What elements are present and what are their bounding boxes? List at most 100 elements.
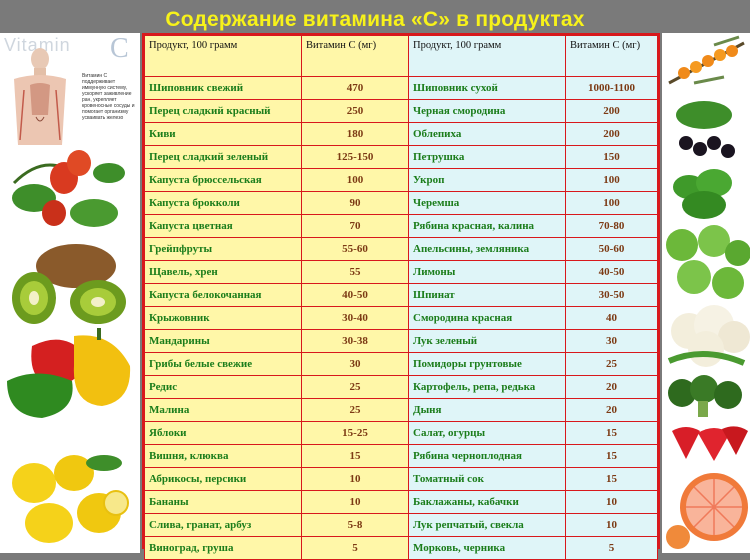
vitamin-right-cell: 10 <box>565 490 658 514</box>
table-row: Киви 180 Облепиха 200 <box>144 122 658 146</box>
black-currant-image <box>676 101 735 158</box>
vitamin-right-cell: 20 <box>565 375 658 399</box>
product-left-cell: Грейпфруты <box>144 237 302 261</box>
product-right-cell: Рябина красная, калина <box>408 214 566 238</box>
product-left-cell: Крыжовник <box>144 306 302 330</box>
vitamin-left-cell: 30-40 <box>301 306 409 330</box>
product-left-cell: Шиповник свежий <box>144 76 302 100</box>
table-row: Виноград, груша 5 Морковь, черника 5 <box>144 536 658 560</box>
table-row: Перец сладкий зеленый 125-150 Петрушка 150 <box>144 145 658 169</box>
vitamin-left-cell: 250 <box>301 99 409 123</box>
product-right-cell: Черемша <box>408 191 566 215</box>
vitamin-right-cell: 25 <box>565 352 658 376</box>
product-left-cell: Бананы <box>144 490 302 514</box>
vitamin-left-cell: 10 <box>301 467 409 491</box>
vitamin-left-cell: 25 <box>301 375 409 399</box>
lemons-image <box>12 455 129 543</box>
parsley-image <box>673 169 732 219</box>
broccoli-image <box>668 375 742 417</box>
brussels-sprouts-image <box>666 225 750 299</box>
table-row: Грейпфруты 55-60 Апельсины, земляника 50-60 <box>144 237 658 261</box>
product-left-cell: Капуста цветная <box>144 214 302 238</box>
vitamin-right-cell: 1000-1100 <box>565 76 658 100</box>
product-left-cell: Малина <box>144 398 302 422</box>
strawberry-image <box>672 426 748 461</box>
table-row: Слива, гранат, арбуз 5-8 Лук репчатый, све… <box>144 513 658 537</box>
vitamin-left-cell: 15-25 <box>301 421 409 445</box>
product-left-cell: Грибы белые свежие <box>144 352 302 376</box>
sea-buckthorn-image <box>668 35 745 85</box>
product-right-cell: Морковь, черника <box>408 536 566 560</box>
header-vitamin-2: Витамин С (мг) <box>565 35 658 77</box>
product-right-cell: Черная смородина <box>408 99 566 123</box>
vitamin-right-cell: 200 <box>565 99 658 123</box>
vitamin-right-cell: 15 <box>565 467 658 491</box>
vitamin-left-cell: 70 <box>301 214 409 238</box>
vitamin-right-cell: 40-50 <box>565 260 658 284</box>
table-row: Шиповник свежий 470 Шиповник сухой 1000-110… <box>144 76 658 100</box>
vitamin-word: Vitamin <box>4 35 71 55</box>
table-row: Щавель, хрен 55 Лимоны 40-50 <box>144 260 658 284</box>
table-row: Капуста брокколи 90 Черемша 100 <box>144 191 658 215</box>
product-right-cell: Рябина черноплодная <box>408 444 566 468</box>
table-row: Яблоки 15-25 Салат, огурцы 15 <box>144 421 658 445</box>
product-left-cell: Редис <box>144 375 302 399</box>
product-right-cell: Баклажаны, кабачки <box>408 490 566 514</box>
product-left-cell: Щавель, хрен <box>144 260 302 284</box>
vitamin-left-cell: 15 <box>301 444 409 468</box>
vitamin-right-cell: 70-80 <box>565 214 658 238</box>
header-vitamin-1: Витамин С (мг) <box>301 35 409 77</box>
vitamin-letter: C <box>110 33 129 64</box>
vitamin-left-cell: 30 <box>301 352 409 376</box>
table-row: Капуста брюссельская 100 Укроп 100 <box>144 168 658 192</box>
table-row: Мандарины 30-38 Лук зеленый 30 <box>144 329 658 353</box>
vitamin-c-table: Продукт, 100 грамм Витамин С (мг) Продук… <box>142 33 660 560</box>
product-right-cell: Лимоны <box>408 260 566 284</box>
table-row: Малина 25 Дыня 20 <box>144 398 658 422</box>
vitamin-right-cell: 40 <box>565 306 658 330</box>
vitamin-right-cell: 200 <box>565 122 658 146</box>
right-illustration-panel <box>662 33 750 553</box>
product-right-cell: Томатный сок <box>408 467 566 491</box>
vitamin-left-cell: 30-38 <box>301 329 409 353</box>
vitamin-right-cell: 30 <box>565 329 658 353</box>
vitamin-left-cell: 470 <box>301 76 409 100</box>
vitamin-right-cell: 150 <box>565 145 658 169</box>
table-row: Грибы белые свежие 30 Помидоры грунтовые 25 <box>144 352 658 376</box>
product-left-cell: Капуста брюссельская <box>144 168 302 192</box>
table-row: Вишня, клюква 15 Рябина черноплодная 15 <box>144 444 658 468</box>
product-left-cell: Абрикосы, персики <box>144 467 302 491</box>
product-right-cell: Лук зеленый <box>408 329 566 353</box>
product-right-cell: Смородина красная <box>408 306 566 330</box>
vitamin-left-cell: 40-50 <box>301 283 409 307</box>
vitamin-right-cell: 50-60 <box>565 237 658 261</box>
vitamin-left-cell: 100 <box>301 168 409 192</box>
table-row: Капуста цветная 70 Рябина красная, калина 7… <box>144 214 658 238</box>
product-left-cell: Слива, гранат, арбуз <box>144 513 302 537</box>
table-row: Редис 25 Картофель, репа, редька 20 <box>144 375 658 399</box>
vitamin-left-cell: 55 <box>301 260 409 284</box>
table-row: Перец сладкий красный 250 Черная смородина… <box>144 99 658 123</box>
vitamin-left-cell: 25 <box>301 398 409 422</box>
product-right-cell: Помидоры грунтовые <box>408 352 566 376</box>
vitamin-right-cell: 30-50 <box>565 283 658 307</box>
vitamin-right-cell: 20 <box>565 398 658 422</box>
left-illustration-panel: Vitamin C Витамин С поддерживает иммунну… <box>0 33 140 553</box>
vitamin-left-cell: 180 <box>301 122 409 146</box>
peppers-image <box>7 328 131 418</box>
product-right-cell: Шпинат <box>408 283 566 307</box>
vitamin-right-cell: 15 <box>565 421 658 445</box>
vitamin-right-cell: 15 <box>565 444 658 468</box>
vitamin-left-cell: 90 <box>301 191 409 215</box>
vitamin-right-cell: 5 <box>565 536 658 560</box>
product-left-cell: Перец сладкий зеленый <box>144 145 302 169</box>
vitamin-left-cell: 55-60 <box>301 237 409 261</box>
vitamin-left-cell: 125-150 <box>301 145 409 169</box>
product-left-cell: Виноград, груша <box>144 536 302 560</box>
vitamin-left-cell: 5-8 <box>301 513 409 537</box>
vitamin-right-cell: 100 <box>565 168 658 192</box>
header-product-2: Продукт, 100 грамм <box>408 35 566 77</box>
product-left-cell: Яблоки <box>144 421 302 445</box>
table-header-row: Продукт, 100 грамм Витамин С (мг) Продук… <box>144 35 658 77</box>
vitamin-right-cell: 10 <box>565 513 658 537</box>
